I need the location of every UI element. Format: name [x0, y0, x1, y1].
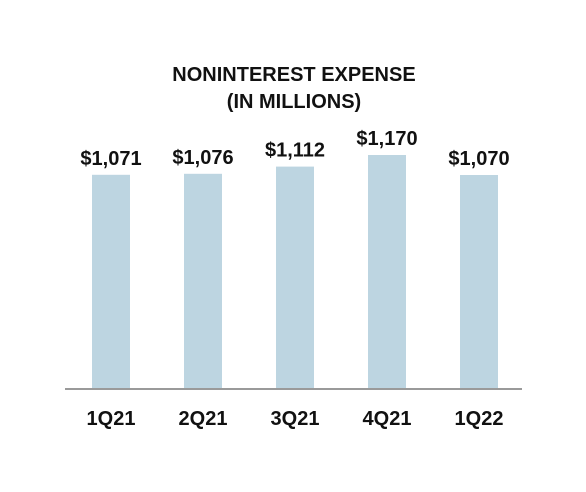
bar-4q21 [368, 155, 406, 389]
bar-3q21 [276, 166, 314, 389]
x-tick-label-1q21: 1Q21 [87, 408, 136, 430]
x-tick-label-1q22: 1Q22 [455, 408, 504, 430]
x-tick-label-group: 1Q21 2Q21 3Q21 4Q21 1Q22 [87, 408, 504, 430]
data-label-1q22: $1,070 [448, 148, 509, 170]
bar-2q21 [184, 173, 222, 389]
data-label-3q21: $1,112 [265, 140, 325, 162]
x-tick-label-2q21: 2Q21 [179, 408, 228, 430]
bar-1q22 [460, 175, 498, 389]
data-label-group: $1,071 $1,076 $1,112 $1,170 $1,070 [80, 128, 509, 170]
data-label-1q21: $1,071 [80, 148, 141, 170]
bar-group [92, 155, 498, 389]
chart-subtitle: (IN MILLIONS) [227, 91, 361, 113]
x-tick-label-3q21: 3Q21 [271, 408, 320, 430]
data-label-2q21: $1,076 [172, 147, 233, 169]
data-label-4q21: $1,170 [356, 128, 417, 150]
x-tick-label-4q21: 4Q21 [363, 408, 412, 430]
bar-1q21 [92, 174, 130, 389]
chart-title: NONINTEREST EXPENSE [172, 64, 415, 86]
